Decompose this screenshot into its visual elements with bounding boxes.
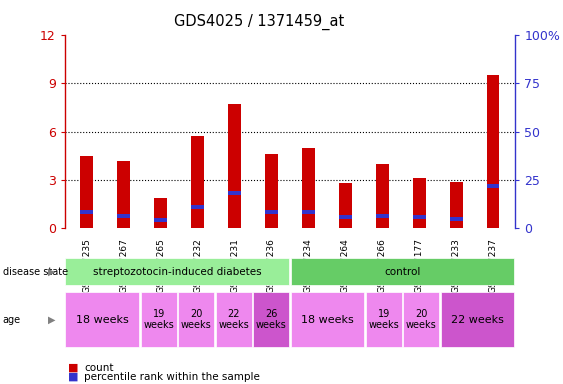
Text: 20
weeks: 20 weeks	[181, 309, 212, 331]
Bar	[81, 210, 93, 214]
Text: 26
weeks: 26 weeks	[256, 309, 287, 331]
Text: ■: ■	[68, 363, 78, 373]
Bar	[81, 156, 93, 228]
Bar	[302, 148, 315, 228]
Bar	[302, 210, 315, 214]
Text: 19
weeks: 19 weeks	[143, 309, 174, 331]
Bar	[65, 258, 289, 285]
Bar	[366, 292, 402, 347]
Text: 19
weeks: 19 weeks	[368, 309, 399, 331]
Bar	[413, 179, 426, 228]
Bar	[265, 154, 278, 228]
Bar	[154, 198, 167, 228]
Bar	[376, 214, 388, 218]
Bar	[191, 136, 204, 228]
Bar	[450, 182, 463, 228]
Text: age: age	[3, 314, 21, 325]
Bar	[265, 210, 278, 214]
Bar	[403, 292, 439, 347]
Bar	[376, 164, 388, 228]
Bar	[291, 292, 364, 347]
Text: ■: ■	[68, 372, 78, 382]
Text: disease state: disease state	[3, 266, 68, 277]
Text: count: count	[84, 363, 114, 373]
Text: 18 weeks: 18 weeks	[301, 314, 354, 325]
Text: streptozotocin-induced diabetes: streptozotocin-induced diabetes	[93, 266, 262, 277]
Bar	[441, 292, 515, 347]
Bar	[141, 292, 177, 347]
Bar	[178, 292, 214, 347]
Bar	[450, 217, 463, 221]
Bar	[486, 75, 499, 228]
Text: 18 weeks: 18 weeks	[76, 314, 129, 325]
Bar	[154, 218, 167, 222]
Bar	[65, 292, 139, 347]
Bar	[228, 191, 241, 195]
Text: ▶: ▶	[48, 266, 55, 277]
Bar	[253, 292, 289, 347]
Bar	[228, 104, 241, 228]
Text: control: control	[385, 266, 421, 277]
Bar	[486, 184, 499, 189]
Bar	[117, 161, 130, 228]
Text: GDS4025 / 1371459_at: GDS4025 / 1371459_at	[174, 13, 344, 30]
Bar	[339, 215, 352, 219]
Text: ▶: ▶	[48, 314, 55, 325]
Bar	[339, 183, 352, 228]
Bar	[191, 205, 204, 210]
Text: 22 weeks: 22 weeks	[451, 314, 504, 325]
Text: percentile rank within the sample: percentile rank within the sample	[84, 372, 260, 382]
Bar	[117, 214, 130, 218]
Bar	[413, 215, 426, 219]
Text: 20
weeks: 20 weeks	[406, 309, 437, 331]
Bar	[216, 292, 252, 347]
Bar	[291, 258, 515, 285]
Text: 22
weeks: 22 weeks	[218, 309, 249, 331]
